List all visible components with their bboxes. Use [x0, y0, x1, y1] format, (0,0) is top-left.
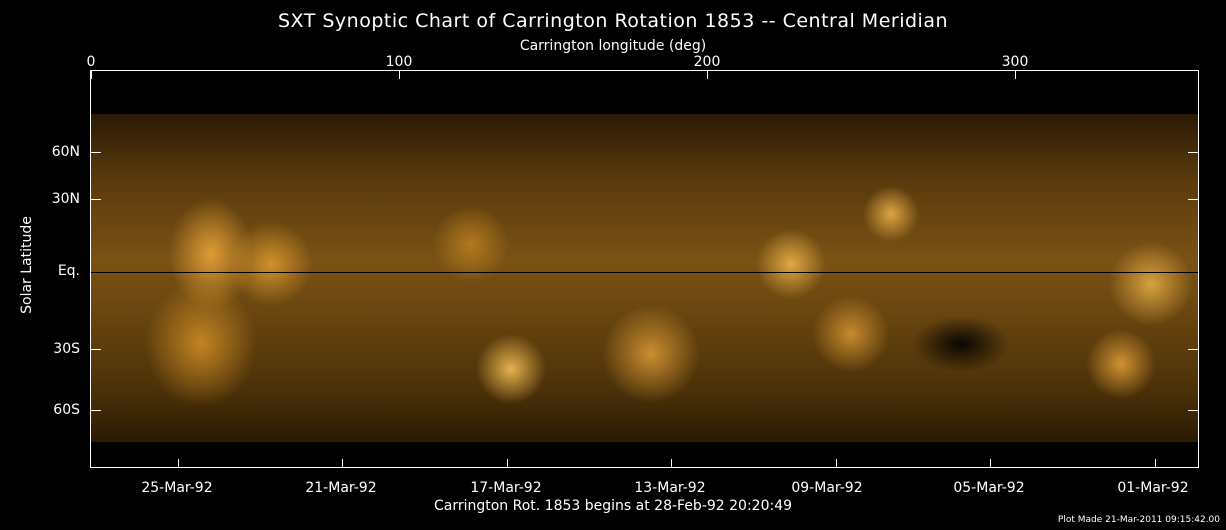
top-tick-label: 100: [385, 54, 413, 70]
lat-tick-label: 30N: [51, 191, 80, 207]
date-tick-label: 25-Mar-92: [141, 480, 213, 496]
synoptic-map-frame: [90, 70, 1199, 468]
date-tick-label: 09-Mar-92: [791, 480, 863, 496]
lat-tick-label: 30S: [53, 341, 80, 357]
rotation-caption: Carrington Rot. 1853 begins at 28-Feb-92…: [433, 498, 793, 514]
date-tick-label: 01-Mar-92: [1117, 480, 1189, 496]
top-tick-label: 0: [86, 54, 96, 70]
top-tick-label: 200: [693, 54, 721, 70]
lat-tick-label: 60S: [53, 402, 80, 418]
synoptic-map-image: [91, 114, 1198, 442]
date-tick-label: 17-Mar-92: [470, 480, 542, 496]
date-tick-label: 21-Mar-92: [305, 480, 377, 496]
equator-line: [91, 272, 1198, 273]
chart-title: SXT Synoptic Chart of Carrington Rotatio…: [277, 10, 949, 32]
top-axis-label: Carrington longitude (deg): [519, 38, 707, 54]
left-axis-label: Solar Latitude: [19, 216, 35, 314]
top-tick-label: 300: [1001, 54, 1029, 70]
lat-tick-label: Eq.: [57, 263, 80, 279]
date-tick-label: 13-Mar-92: [634, 480, 706, 496]
lat-tick-label: 60N: [51, 144, 80, 160]
date-tick-label: 05-Mar-92: [953, 480, 1025, 496]
plot-made-stamp: Plot Made 21-Mar-2011 09:15:42.00: [1057, 515, 1220, 525]
